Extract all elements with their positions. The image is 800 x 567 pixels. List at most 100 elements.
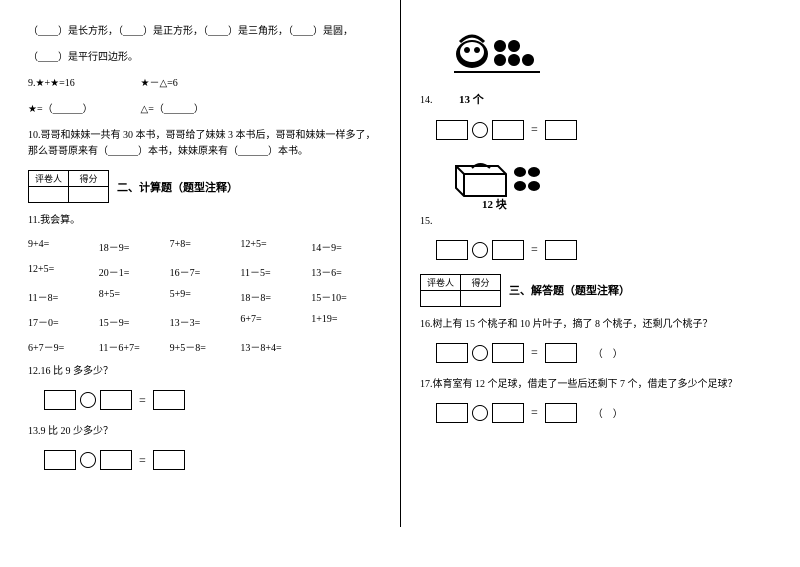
calc-cell: 7+8= — [170, 239, 241, 254]
answer-box[interactable] — [44, 450, 76, 470]
calc-row-0: 9+4= 18－9= 7+8= 12+5= 14－9= — [28, 239, 382, 254]
calc-cell: 13－8+4= — [240, 339, 311, 354]
column-divider — [400, 0, 401, 527]
calc-row-3: 17－0= 15－9= 13－3= 6+7= 1+19= — [28, 314, 382, 329]
answer-box[interactable] — [44, 390, 76, 410]
calc-cell: 15－9= — [99, 314, 170, 329]
equals-sign: = — [531, 122, 538, 137]
q14: 14. — [420, 95, 433, 106]
q10: 10.哥哥和妹妹一共有 30 本书，哥哥给了妹妹 3 本书后，哥哥和妹妹一样多了… — [28, 128, 382, 160]
equation-row-14: = — [436, 120, 782, 140]
q9-row2: ★=（______） △=（______） — [28, 102, 382, 118]
q16: 16.树上有 15 个桃子和 10 片叶子，摘了 8 个桃子，还剩几个桃子？ — [420, 317, 782, 333]
answer-box[interactable] — [436, 120, 468, 140]
score-points: 得分 — [461, 274, 501, 290]
calc-cell: 1+19= — [311, 314, 382, 329]
equals-sign: = — [531, 242, 538, 257]
q9c: ★=（______） — [28, 102, 138, 118]
operator-circle[interactable] — [472, 345, 488, 361]
equation-row-13: = — [44, 450, 382, 470]
answer-box[interactable] — [436, 240, 468, 260]
score-blank1[interactable] — [29, 187, 69, 203]
calc-cell: 13－3= — [170, 314, 241, 329]
q13: 13.9 比 20 少多少？ — [28, 424, 382, 440]
operator-circle[interactable] — [80, 452, 96, 468]
operator-circle[interactable] — [472, 242, 488, 258]
answer-box[interactable] — [492, 240, 524, 260]
calc-cell: 12+5= — [28, 264, 99, 279]
equation-row-15: = — [436, 240, 782, 260]
illustration-15: 12 块 — [450, 154, 782, 212]
equals-sign: = — [139, 393, 146, 408]
q8-line1: （____）是长方形，（____）是正方形，（____）是三角形，（____）是… — [28, 24, 382, 40]
calc-cell: 13－6= — [311, 264, 382, 279]
label-14: 13 个 — [459, 94, 484, 106]
q14-row: 14. 13 个 — [420, 92, 782, 110]
unit-paren: （ ） — [593, 345, 623, 360]
calc-cell: 12+5= — [240, 239, 311, 254]
left-column: （____）是长方形，（____）是正方形，（____）是三角形，（____）是… — [0, 0, 400, 567]
answer-box[interactable] — [545, 403, 577, 423]
calc-cell: 20－1= — [99, 264, 170, 279]
answer-box[interactable] — [492, 343, 524, 363]
answer-box[interactable] — [545, 120, 577, 140]
score-blank1[interactable] — [421, 290, 461, 306]
calc-cell: 18－9= — [99, 239, 170, 254]
equals-sign: = — [139, 453, 146, 468]
q12: 12.16 比 9 多多少？ — [28, 364, 382, 380]
answer-box[interactable] — [153, 390, 185, 410]
operator-circle[interactable] — [472, 122, 488, 138]
calc-cell: 11－6+7= — [99, 339, 170, 354]
answer-box[interactable] — [436, 403, 468, 423]
section3-header: 评卷人得分 三、解答题（题型注释） — [420, 274, 782, 307]
answer-box[interactable] — [545, 343, 577, 363]
q15-row: 15. — [420, 214, 782, 230]
q9b: ★－△=6 — [141, 78, 178, 89]
q8-line2: （____）是平行四边形。 — [28, 50, 382, 66]
answer-box[interactable] — [492, 120, 524, 140]
answer-box[interactable] — [100, 450, 132, 470]
calc-cell: 5+9= — [170, 289, 241, 304]
q11: 11.我会算。 — [28, 213, 382, 229]
answer-box[interactable] — [153, 450, 185, 470]
score-table-3: 评卷人得分 — [420, 274, 501, 307]
score-points: 得分 — [69, 171, 109, 187]
equation-row-17: = （ ） — [436, 403, 782, 423]
calc-row-4: 6+7－9= 11－6+7= 9+5－8= 13－8+4= — [28, 339, 382, 354]
operator-circle[interactable] — [80, 392, 96, 408]
equals-sign: = — [531, 345, 538, 360]
score-blank2[interactable] — [461, 290, 501, 306]
operator-circle[interactable] — [472, 405, 488, 421]
calc-cell — [311, 339, 382, 354]
calc-cell: 6+7= — [240, 314, 311, 329]
answer-box[interactable] — [492, 403, 524, 423]
q9-row1: 9.★+★=16 ★－△=6 — [28, 76, 382, 92]
calc-row-1: 12+5= 20－1= 16－7= 11－5= 13－6= — [28, 264, 382, 279]
right-column: 14. 13 个 = 12 块 15. = — [400, 0, 800, 567]
calc-cell: 9+5－8= — [170, 339, 241, 354]
calc-cell: 9+4= — [28, 239, 99, 254]
score-table-2: 评卷人得分 — [28, 170, 109, 203]
calc-cell: 11－5= — [240, 264, 311, 279]
equals-sign: = — [531, 405, 538, 420]
svg-text:12 块: 12 块 — [482, 197, 508, 211]
calc-cell: 17－0= — [28, 314, 99, 329]
calc-cell: 18－8= — [240, 289, 311, 304]
calc-row-2: 11－8= 8+5= 5+9= 18－8= 15－10= — [28, 289, 382, 304]
score-blank2[interactable] — [69, 187, 109, 203]
q15: 15. — [420, 216, 433, 227]
calc-cell: 15－10= — [311, 289, 382, 304]
unit-paren: （ ） — [593, 405, 623, 420]
answer-box[interactable] — [436, 343, 468, 363]
q9a: 9.★+★=16 — [28, 76, 138, 92]
section3-title: 三、解答题（题型注释） — [509, 282, 630, 298]
answer-box[interactable] — [100, 390, 132, 410]
q17: 17.体育室有 12 个足球，借走了一些后还剩下 7 个，借走了多少个足球？ — [420, 377, 782, 393]
calc-cell: 11－8= — [28, 289, 99, 304]
answer-box[interactable] — [545, 240, 577, 260]
illustration-14 — [450, 26, 782, 86]
q9d: △=（______） — [141, 104, 204, 115]
section2-header: 评卷人得分 二、计算题（题型注释） — [28, 170, 382, 203]
section2-title: 二、计算题（题型注释） — [117, 179, 238, 195]
calc-cell: 8+5= — [99, 289, 170, 304]
